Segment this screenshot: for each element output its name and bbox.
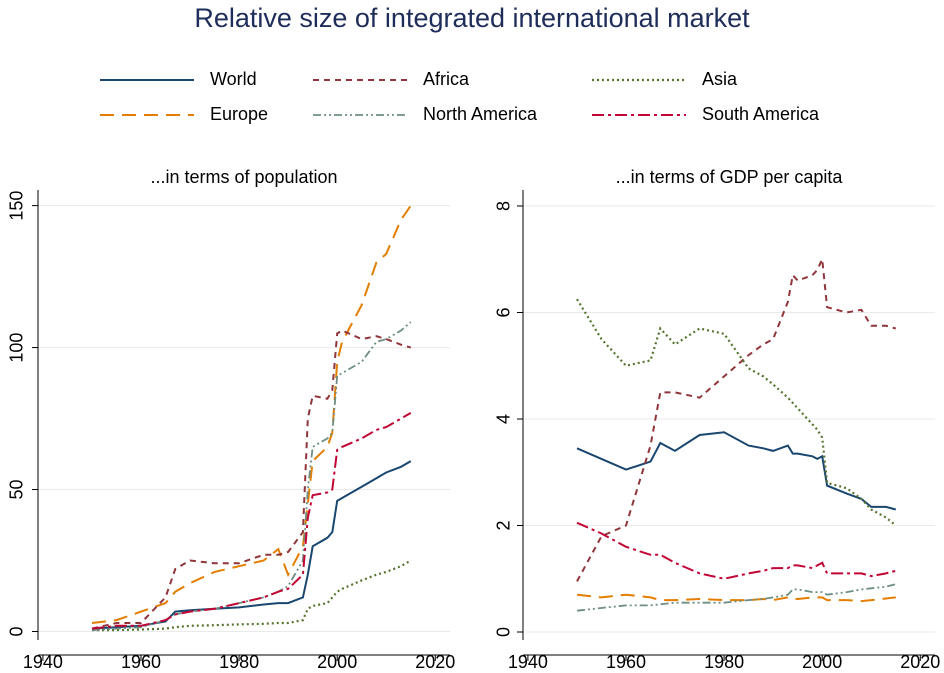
x-tick-label: 1980 (704, 652, 744, 672)
y-tick-label: 0 (494, 627, 514, 637)
y-tick-label: 0 (7, 626, 27, 636)
x-tick-label: 2000 (317, 652, 357, 672)
series-line (91, 329, 412, 630)
series-line (91, 460, 412, 630)
panel-title: ...in terms of population (150, 167, 337, 187)
x-tick-label: 1980 (219, 652, 259, 672)
x-tick-label: 1940 (508, 652, 548, 672)
legend-label: Asia (702, 69, 738, 89)
series-line (576, 593, 896, 603)
legend-label: South America (702, 104, 820, 124)
y-tick-label: 6 (494, 307, 514, 317)
legend-label: Africa (423, 69, 470, 89)
panel-title: ...in terms of GDP per capita (616, 167, 844, 187)
series-line (576, 255, 897, 582)
x-tick-label: 1960 (606, 652, 646, 672)
legend-label: North America (423, 104, 538, 124)
series-line (91, 205, 412, 624)
series-line (576, 583, 897, 612)
x-tick-label: 1960 (121, 652, 161, 672)
series-line (91, 412, 412, 630)
legend-label: Europe (210, 104, 268, 124)
series-line (92, 559, 412, 632)
x-tick-label: 1940 (23, 652, 63, 672)
x-tick-label: 2020 (415, 652, 455, 672)
series-line (576, 521, 897, 580)
y-tick-label: 100 (7, 333, 27, 363)
legend-label: World (210, 69, 257, 89)
y-tick-label: 2 (494, 520, 514, 530)
y-tick-label: 150 (7, 191, 27, 221)
chart-title: Relative size of integrated internationa… (194, 3, 750, 33)
series-line (576, 298, 897, 527)
series-line (576, 431, 897, 511)
y-tick-label: 8 (494, 201, 514, 211)
x-tick-label: 2020 (900, 652, 940, 672)
series-line (91, 321, 412, 631)
y-tick-label: 50 (7, 480, 27, 500)
x-tick-label: 2000 (802, 652, 842, 672)
y-tick-label: 4 (494, 414, 514, 424)
